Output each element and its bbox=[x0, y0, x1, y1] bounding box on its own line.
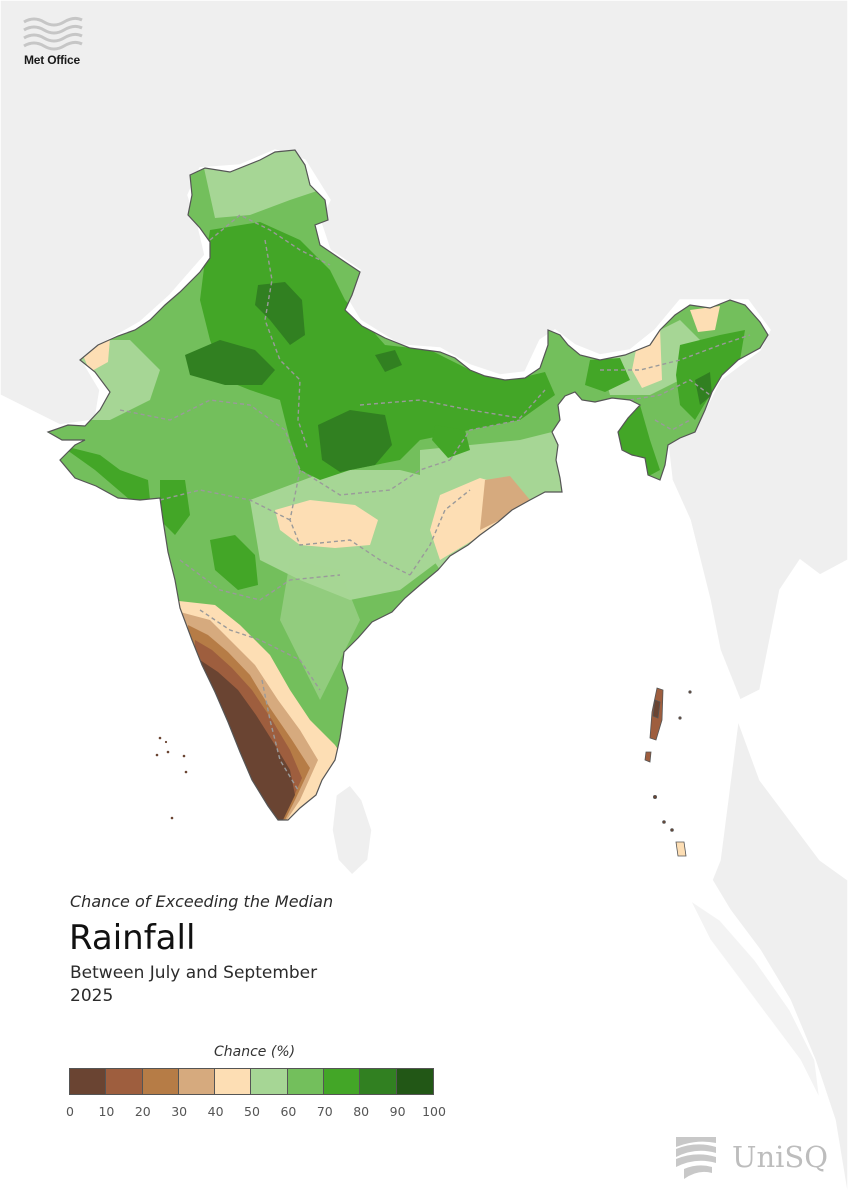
legend-swatch-7 bbox=[324, 1069, 361, 1094]
met-office-logo bbox=[22, 14, 86, 56]
met-office-wordmark: Met Office bbox=[24, 53, 81, 67]
legend-swatch-6 bbox=[287, 1069, 325, 1094]
legend-tick-label: 90 bbox=[389, 1104, 406, 1119]
legend-tick-label: 0 bbox=[66, 1104, 74, 1119]
legend-swatch-2 bbox=[142, 1069, 179, 1094]
legend-tick-label: 100 bbox=[422, 1104, 446, 1119]
legend-tick-label: 70 bbox=[316, 1104, 333, 1119]
legend-tick-label: 50 bbox=[244, 1104, 260, 1119]
legend-ticks: 0 10 20 30 40 50 60 70 80 90 100 bbox=[66, 1104, 446, 1120]
legend-swatch-8 bbox=[360, 1069, 397, 1094]
legend-tick-label: 80 bbox=[353, 1104, 370, 1119]
period-months: Between July and September bbox=[70, 963, 318, 983]
map-period: Between July and September 2025 bbox=[70, 962, 317, 1008]
legend-swatch-9 bbox=[396, 1069, 433, 1094]
map-subtitle: Chance of Exceeding the Median bbox=[70, 892, 334, 911]
unisq-emblem-icon bbox=[676, 1137, 716, 1179]
map-title: Rainfall bbox=[69, 918, 196, 958]
legend-title: Chance (%) bbox=[214, 1044, 296, 1060]
legend-tick-label: 40 bbox=[207, 1104, 224, 1119]
period-year: 2025 bbox=[70, 986, 114, 1006]
legend-swatch-0 bbox=[70, 1069, 107, 1094]
legend-swatch-1 bbox=[106, 1069, 143, 1094]
legend-tick-label: 10 bbox=[98, 1104, 115, 1119]
unisq-wordmark: UniSQ bbox=[732, 1140, 829, 1174]
legend-tick-label: 60 bbox=[280, 1104, 297, 1119]
legend-swatch-3 bbox=[178, 1069, 216, 1094]
legend-tick-label: 20 bbox=[134, 1104, 151, 1119]
legend-tick-label: 30 bbox=[171, 1104, 188, 1119]
andaman-nicobar-islands bbox=[644, 687, 692, 857]
legend-swatch-4 bbox=[215, 1069, 252, 1094]
legend-swatch-5 bbox=[251, 1069, 288, 1094]
legend-colorbar bbox=[69, 1068, 434, 1095]
unisq-logo bbox=[672, 1133, 722, 1189]
state-borders bbox=[119, 214, 751, 791]
lakshadweep-islands bbox=[155, 736, 188, 820]
wave-logo-icon bbox=[23, 16, 83, 51]
